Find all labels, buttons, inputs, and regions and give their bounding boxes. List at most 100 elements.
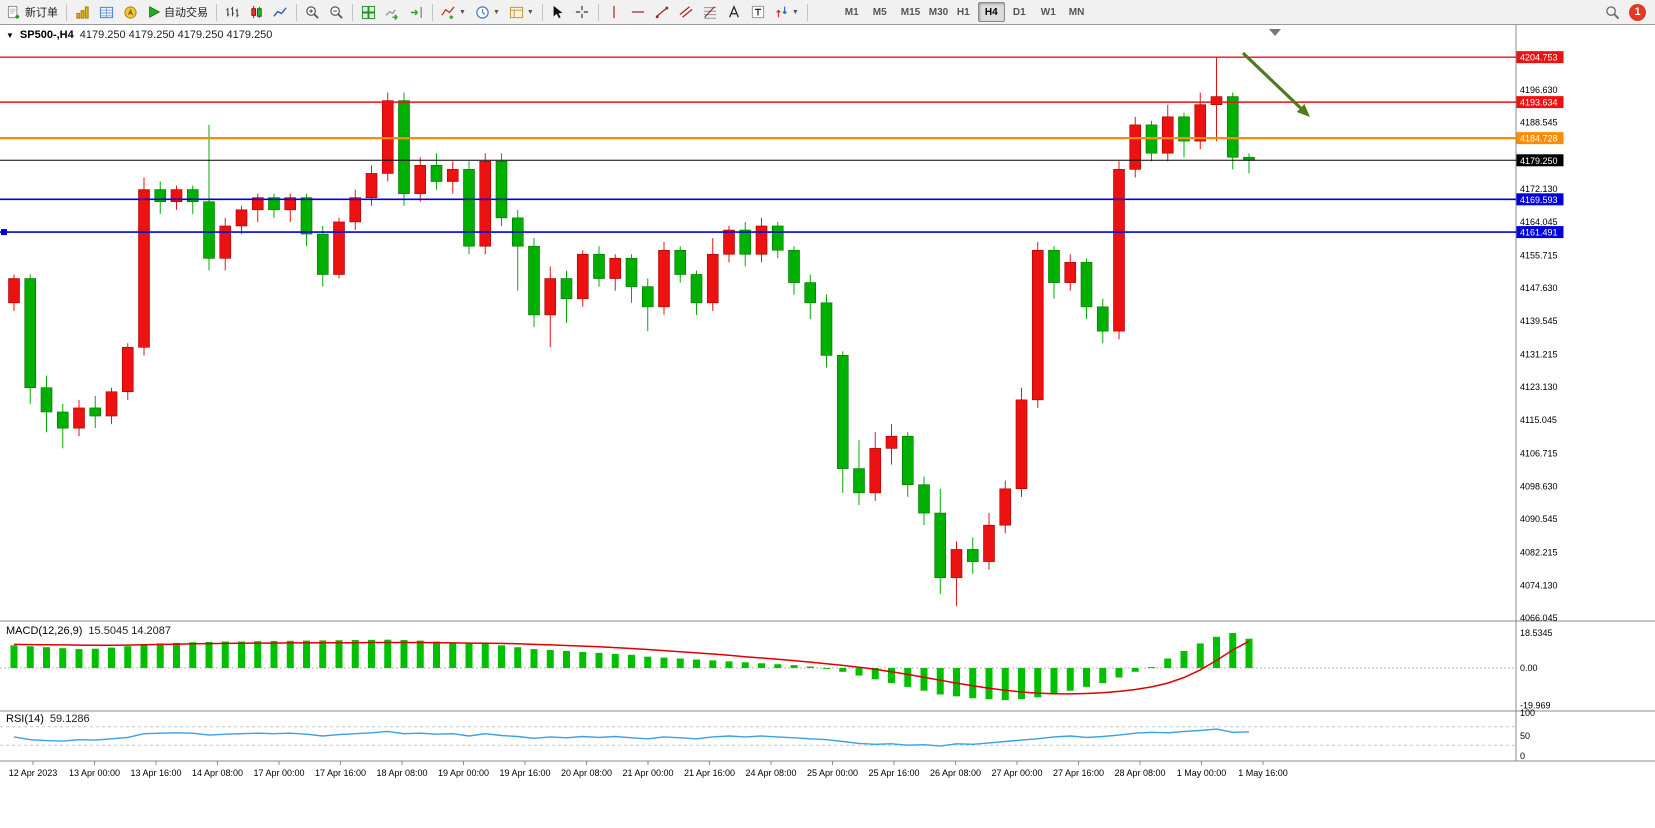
timeframe-w1-button[interactable]: W1 [1034,2,1061,22]
vertical-line-button[interactable] [603,2,626,23]
candle-body [788,249,800,283]
candle-body [365,173,378,198]
candle-body [316,233,329,275]
timeframe-m30-button[interactable]: M30 [922,2,949,22]
periods-button[interactable]: ▼ [471,2,504,23]
indicators-icon [441,5,455,19]
axis-label: 4196.630 [1520,85,1558,95]
toolbar-separator [597,3,599,21]
price-line-label-box [1516,154,1564,167]
timeframe-d1-button[interactable]: D1 [1006,2,1033,22]
channel-button[interactable] [675,2,698,23]
navigator-button[interactable] [119,2,142,23]
macd-bar [1099,668,1107,684]
label-icon [752,5,765,19]
candle-body [186,189,199,203]
notification-count: 1 [1634,6,1641,18]
indicators-button[interactable]: ▼ [437,2,470,23]
timeframe-h1-button[interactable]: H1 [950,2,977,22]
axis-label: -19.969 [1520,701,1551,711]
line-chart-button[interactable] [269,2,292,23]
timeframe-m15-button[interactable]: M15 [894,2,921,22]
candle-body [105,391,118,417]
bar-chart-button[interactable] [221,2,244,23]
candlestick-chart-button[interactable] [245,2,268,23]
axis-label: 27 Apr 00:00 [991,768,1042,778]
macd-bar [384,639,392,668]
chart-canvas[interactable]: 4204.753 4193.634 4184.728 4179.250 4169.593… [0,25,1655,828]
line-handle[interactable] [1,229,7,236]
timeframe-mn-button[interactable]: MN [1062,2,1089,22]
cursor-button[interactable] [547,2,570,23]
chart-shift-marker[interactable] [1269,29,1281,36]
timeframe-h4-button[interactable]: H4 [977,2,1005,22]
macd-bar [839,668,847,672]
candle-body [674,249,687,275]
trendline-button[interactable] [651,2,674,23]
zoom-out-button[interactable] [325,2,348,23]
channel-icon [679,6,693,18]
chevron-down-icon: ▼ [492,8,500,16]
macd-bar [823,668,830,669]
notification-badge[interactable]: 1 [1629,3,1646,21]
candle-body [690,274,703,304]
label-button[interactable] [747,2,770,23]
candle-body [154,189,167,203]
timeframe-m5-button[interactable]: M5 [866,2,893,22]
arrow-annotation-head[interactable] [1296,104,1310,117]
axis-label: 21 Apr 16:00 [684,768,735,778]
candle-body [1194,104,1207,142]
macd-bar [189,642,197,668]
candle-body [300,197,313,235]
candle-body [1015,399,1028,490]
market-watch-button[interactable] [71,2,94,23]
tile-windows-button[interactable] [357,2,380,23]
candle-body [723,229,735,255]
macd-bar [1164,658,1172,668]
text-button[interactable] [723,2,746,23]
candle-body [755,225,768,255]
axis-label: 4074.130 [1520,580,1558,590]
axis-label: 0.00 [1520,663,1538,673]
rsi-line [13,728,1250,747]
fibonacci-button[interactable] [699,2,722,23]
line-chart-icon [273,6,287,17]
macd-bar [351,640,359,668]
autotrade-button[interactable]: 自动交易 [143,2,212,23]
one-click-expand-icon[interactable]: ▼ [6,30,14,40]
new-order-button[interactable]: 新订单 [3,2,62,23]
axis-label: 28 Apr 08:00 [1114,768,1165,778]
chevron-down-icon: ▼ [791,8,799,16]
data-window-button[interactable] [95,2,118,23]
price-line-label-box [1516,193,1564,206]
macd-bar [465,643,473,668]
chevron-down-icon: ▼ [459,8,466,16]
search-button[interactable] [1601,2,1624,23]
candle-body [235,209,248,227]
macd-bar [1115,668,1123,678]
arrow-annotation[interactable] [1241,51,1302,110]
toolbar-separator [66,3,67,21]
candle-body [219,225,232,259]
crosshair-button[interactable] [571,2,594,23]
candle-body [576,253,589,300]
candle-body [771,225,784,251]
timeframe-m1-button[interactable]: M1 [838,2,865,22]
candle-body [658,249,670,308]
candle-body [820,302,833,356]
candle-body [479,160,492,247]
candle-body [966,549,979,562]
axis-label: 13 Apr 00:00 [69,768,120,778]
autoscroll-button[interactable] [381,2,404,23]
horizontal-line-button[interactable] [627,2,650,23]
zoom-in-button[interactable] [301,2,324,23]
macd-bar [75,649,83,668]
arrows-button[interactable]: ▼ [771,2,803,23]
chart-shift-button[interactable] [405,2,428,23]
macd-bar [433,641,440,668]
candle-body [398,100,410,194]
macd-bar [1245,638,1253,668]
templates-button[interactable]: ▼ [505,2,538,23]
chart-shift-icon [410,6,422,18]
macd-bar [790,665,798,668]
